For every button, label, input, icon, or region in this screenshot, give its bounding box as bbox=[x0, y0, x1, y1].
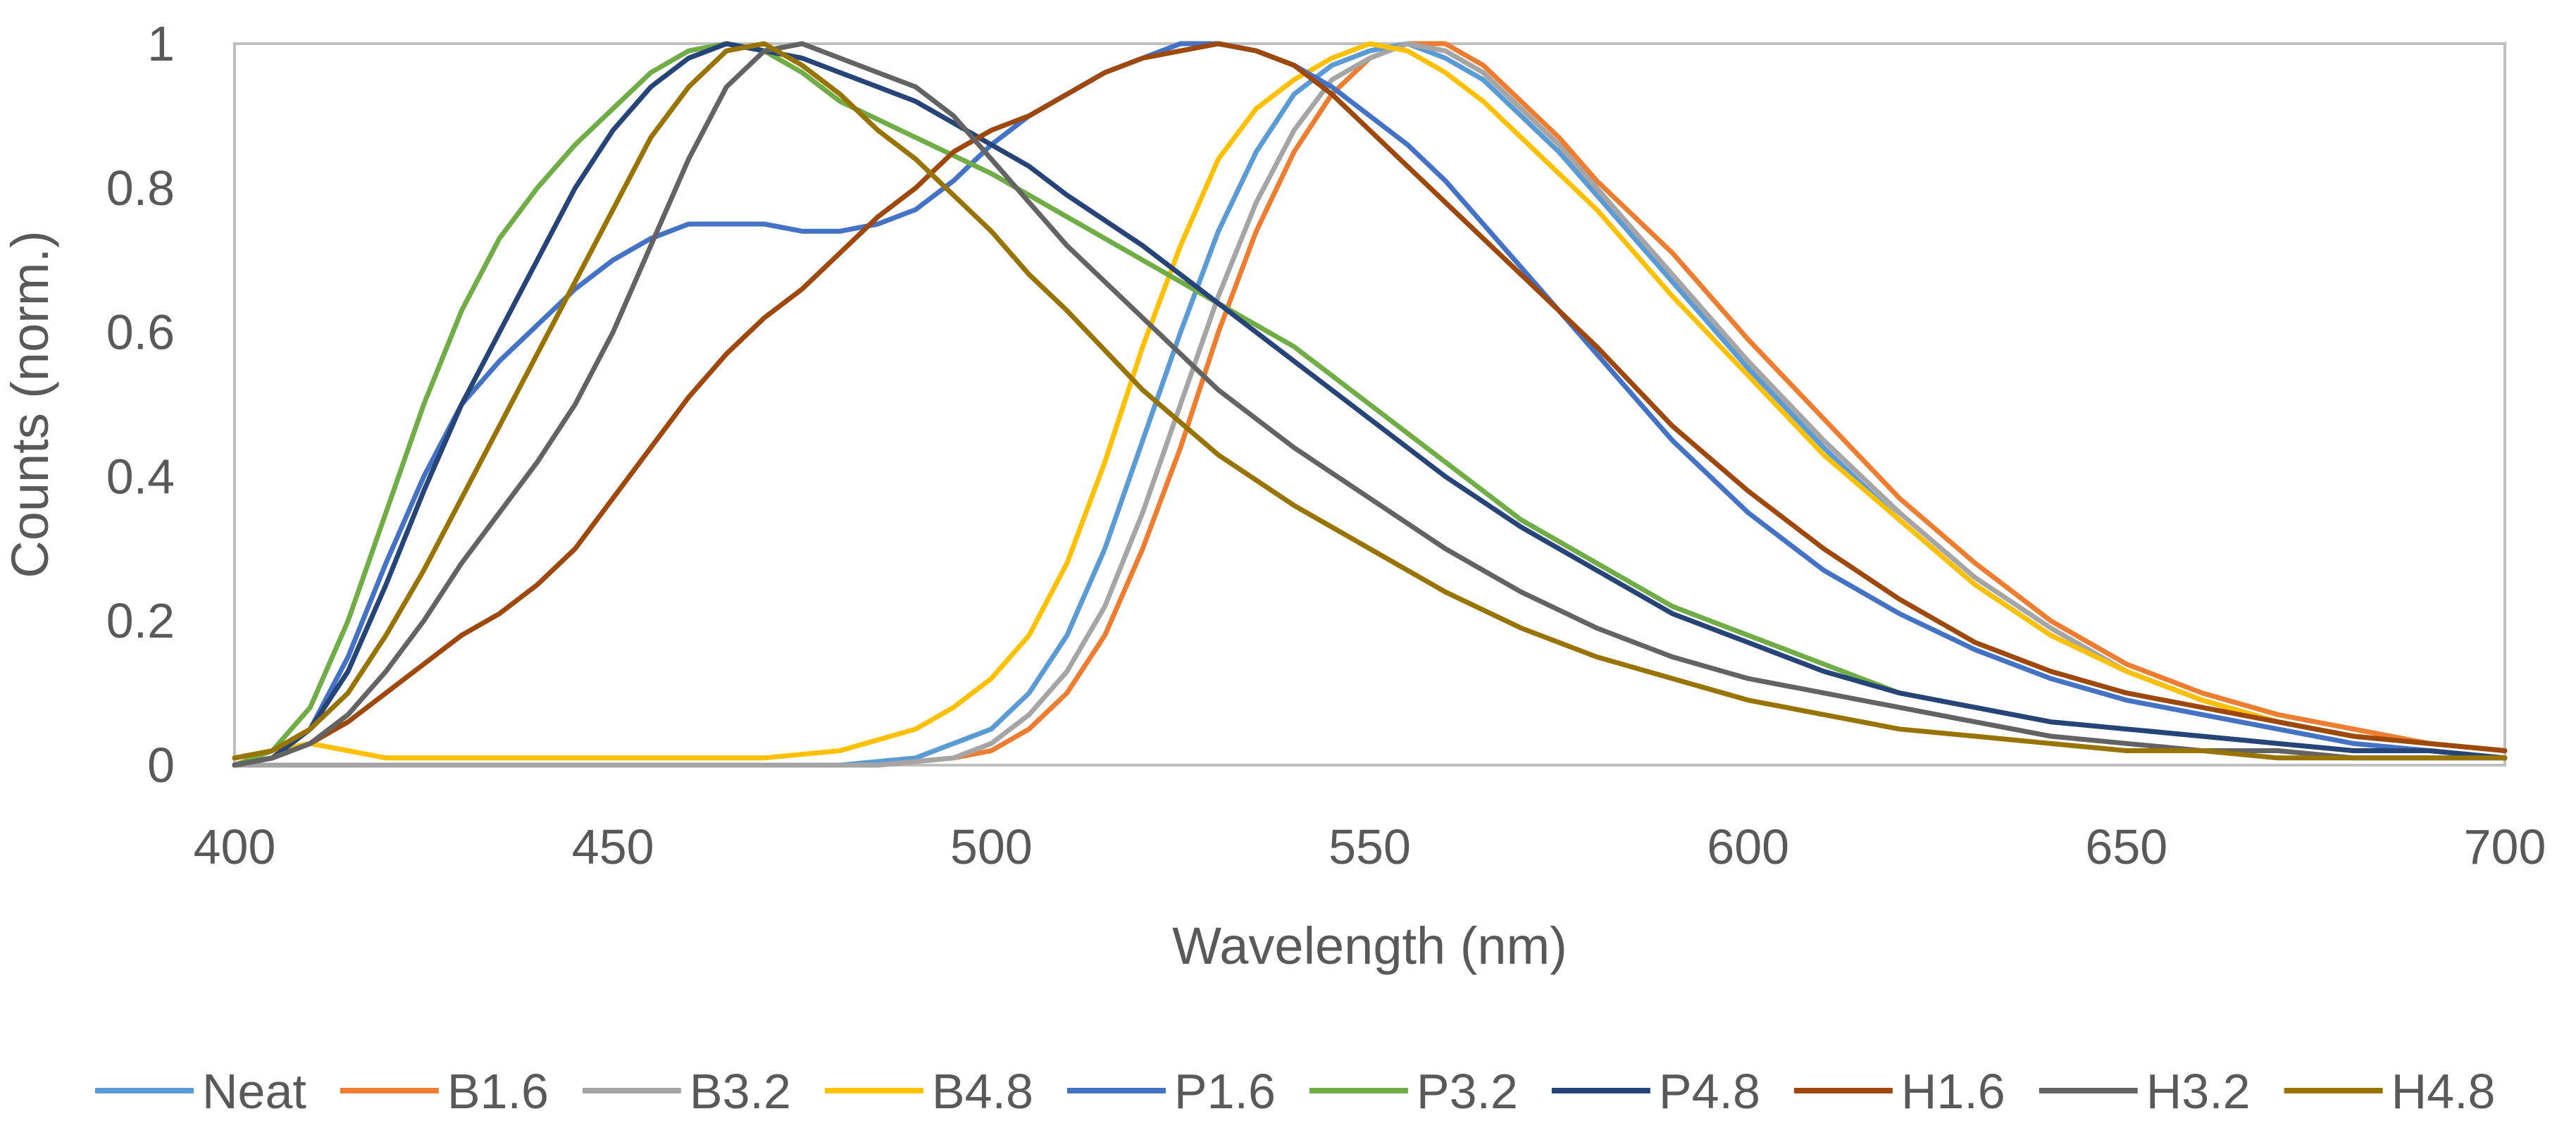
y-tick-label: 0.8 bbox=[106, 161, 175, 216]
y-tick-label: 1 bbox=[147, 16, 175, 71]
legend-label: B3.2 bbox=[690, 1064, 791, 1119]
series-line-b1-6 bbox=[232, 41, 2508, 768]
legend-label: H3.2 bbox=[2146, 1064, 2251, 1119]
x-tick-label: 400 bbox=[194, 819, 276, 874]
series-line-h3-2 bbox=[232, 41, 2508, 768]
y-tick-label: 0 bbox=[147, 738, 175, 793]
legend-label: B4.8 bbox=[932, 1064, 1033, 1119]
x-tick-label: 650 bbox=[2085, 819, 2167, 874]
y-axis-title: Counts (norm.) bbox=[1, 230, 59, 578]
series-line-p4-8 bbox=[232, 41, 2508, 768]
legend-label: Neat bbox=[202, 1064, 306, 1119]
series-line-h4-8 bbox=[232, 41, 2508, 761]
y-tick-label: 0.2 bbox=[106, 593, 175, 648]
x-tick-label: 500 bbox=[950, 819, 1033, 874]
y-tick-label: 0.4 bbox=[106, 449, 175, 504]
series-line-h1-6 bbox=[232, 41, 2508, 768]
x-axis-ticks: 400 450 500 550 600 650 700 bbox=[194, 819, 2546, 874]
legend-label: H4.8 bbox=[2391, 1064, 2496, 1119]
series-line-b4-8 bbox=[232, 41, 2508, 761]
legend: Neat B1.6 B3.2 B4.8 P1.6 P3.2 P4.8 H1.6 H3.2 H4.8 bbox=[95, 1064, 2496, 1119]
legend-label: P4.8 bbox=[1659, 1064, 1760, 1119]
y-tick-label: 0.6 bbox=[106, 305, 175, 360]
legend-label: B1.6 bbox=[447, 1064, 549, 1119]
legend-label: P1.6 bbox=[1174, 1064, 1276, 1119]
x-tick-label: 550 bbox=[1329, 819, 1411, 874]
x-tick-label: 600 bbox=[1707, 819, 1789, 874]
y-axis-ticks: 0 0.2 0.4 0.6 0.8 1 bbox=[106, 16, 175, 793]
x-tick-label: 450 bbox=[572, 819, 654, 874]
x-tick-label: 700 bbox=[2464, 819, 2546, 874]
legend-label: P3.2 bbox=[1417, 1064, 1518, 1119]
x-axis-title: Wavelength (nm) bbox=[1172, 917, 1567, 975]
series-layer bbox=[232, 41, 2508, 768]
legend-label: H1.6 bbox=[1901, 1064, 2005, 1119]
